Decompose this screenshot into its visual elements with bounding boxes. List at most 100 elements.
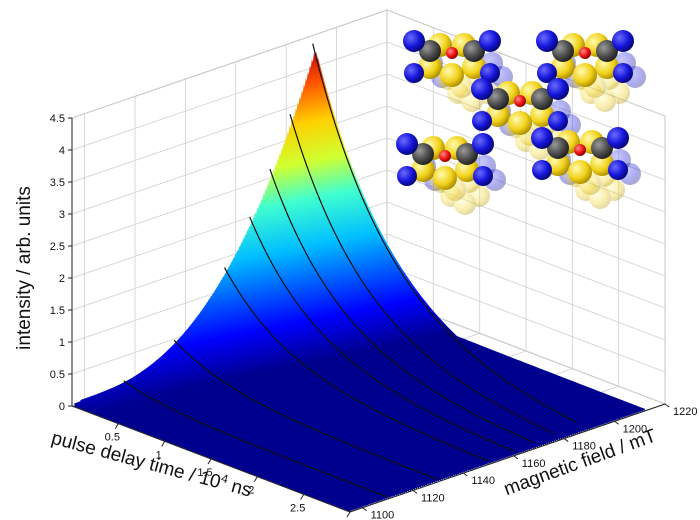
nitrogen-atom	[547, 78, 569, 100]
surface-slice	[167, 336, 444, 480]
surface-slice	[132, 368, 410, 492]
nitrogen-atom	[397, 166, 417, 186]
nitrogen-atom	[613, 63, 633, 83]
surface-slice	[136, 365, 413, 491]
surface-slice	[165, 338, 442, 481]
y-tick-label: 1180	[572, 441, 596, 453]
surface-slice	[80, 395, 357, 510]
nitrogen-atom	[531, 127, 553, 149]
y-tick-mark	[664, 403, 670, 408]
y-tick-mark	[362, 507, 367, 512]
x-tick-mark	[161, 441, 166, 447]
carbon-atom	[487, 88, 509, 110]
carbon-atom	[412, 143, 434, 165]
field-trace	[289, 114, 555, 435]
surface-slice	[140, 362, 417, 489]
field-trace	[123, 380, 389, 498]
x-tick-mark	[253, 476, 258, 482]
nitrogen-atom	[532, 160, 552, 180]
surface-slice	[78, 399, 355, 511]
nitrogen-atom	[473, 166, 493, 186]
surface-slice	[76, 400, 353, 512]
surface-slice	[74, 400, 351, 512]
x-tick-label: 0.5	[105, 432, 120, 444]
metal-atom	[514, 95, 526, 107]
y-tick-mark	[513, 455, 519, 460]
carbon-atom	[552, 40, 574, 62]
surface-slice	[122, 375, 399, 496]
carbon-atom	[591, 137, 613, 159]
nitrogen-atom	[548, 111, 568, 131]
y-tick-mark	[614, 420, 619, 425]
carbon-atom	[596, 40, 618, 62]
field-trace	[312, 43, 578, 423]
y-tick-label: 1200	[623, 423, 647, 435]
molecular-structure-inset	[396, 30, 646, 215]
x-tick-label: 1	[156, 449, 162, 461]
nitrogen-atom	[480, 63, 500, 83]
z-tick-label: 4	[59, 145, 65, 157]
surface-slice	[161, 343, 438, 483]
nitrogen-atom	[472, 111, 492, 131]
x-tick-label: 2	[248, 485, 254, 497]
x-tick-mark	[300, 494, 305, 500]
z-tick-label: 0.5	[50, 369, 65, 381]
surface-slice	[159, 345, 436, 483]
field-trace	[223, 267, 489, 462]
x-tick-mark	[207, 458, 212, 465]
field-trace	[249, 216, 515, 452]
nitrogen-atom	[607, 127, 629, 149]
z-tick-label: 3.5	[50, 177, 65, 189]
z-axis-title: intensity / arb. units	[14, 186, 35, 350]
sulfur-atom	[573, 63, 597, 87]
surface-slice	[151, 353, 428, 486]
nitrogen-atom	[396, 133, 418, 155]
y-tick-label: 1160	[522, 458, 546, 470]
nitrogen-atom	[472, 133, 494, 155]
surface-slice	[155, 349, 432, 485]
sulfur-atom	[433, 166, 457, 190]
surface-slice	[163, 341, 440, 482]
nitrogen-atom	[537, 63, 557, 83]
z-tick-label: 4.5	[50, 113, 65, 125]
metal-atom	[579, 47, 591, 59]
metal-atom	[574, 144, 586, 156]
y-tick-mark	[463, 472, 468, 477]
nitrogen-atom	[479, 30, 501, 52]
nitrogen-atom	[404, 63, 424, 83]
nitrogen-atom	[471, 78, 493, 100]
surface-slice	[128, 371, 405, 494]
y-tick-label: 1120	[421, 492, 445, 504]
y-tick-mark	[563, 438, 569, 442]
y-axis-line	[349, 403, 666, 513]
surface-slice	[126, 372, 403, 494]
surface-slice	[153, 351, 430, 485]
z-tick-label: 3	[59, 209, 65, 221]
x-tick-label: 2.5	[290, 502, 305, 514]
carbon-atom	[463, 40, 485, 62]
metal-atom	[446, 47, 458, 59]
y-tick-label: 1220	[673, 406, 697, 418]
carbon-atom	[531, 88, 553, 110]
surface-slice	[130, 370, 408, 493]
field-trace	[173, 339, 439, 481]
z-tick-label: 1	[59, 337, 65, 349]
sulfur-atom	[568, 160, 592, 184]
y-tick-label: 1140	[471, 475, 495, 487]
tick-labels: 00.511.522.533.544.50.511.522.5311001120…	[50, 113, 698, 520]
metal-atom	[439, 150, 451, 162]
sulfur-atom	[440, 63, 464, 87]
field-traces	[123, 43, 578, 498]
z-tick-label: 2	[59, 273, 65, 285]
surface-slice	[157, 347, 434, 484]
sulfur-atom	[508, 111, 532, 135]
field-trace	[269, 168, 535, 444]
nitrogen-atom	[608, 160, 628, 180]
nitrogen-atom	[403, 30, 425, 52]
surface-slice	[134, 367, 412, 492]
nitrogen-atom	[612, 30, 634, 52]
carbon-atom	[419, 40, 441, 62]
surface-slice	[142, 360, 419, 489]
surface-slice	[124, 374, 401, 495]
